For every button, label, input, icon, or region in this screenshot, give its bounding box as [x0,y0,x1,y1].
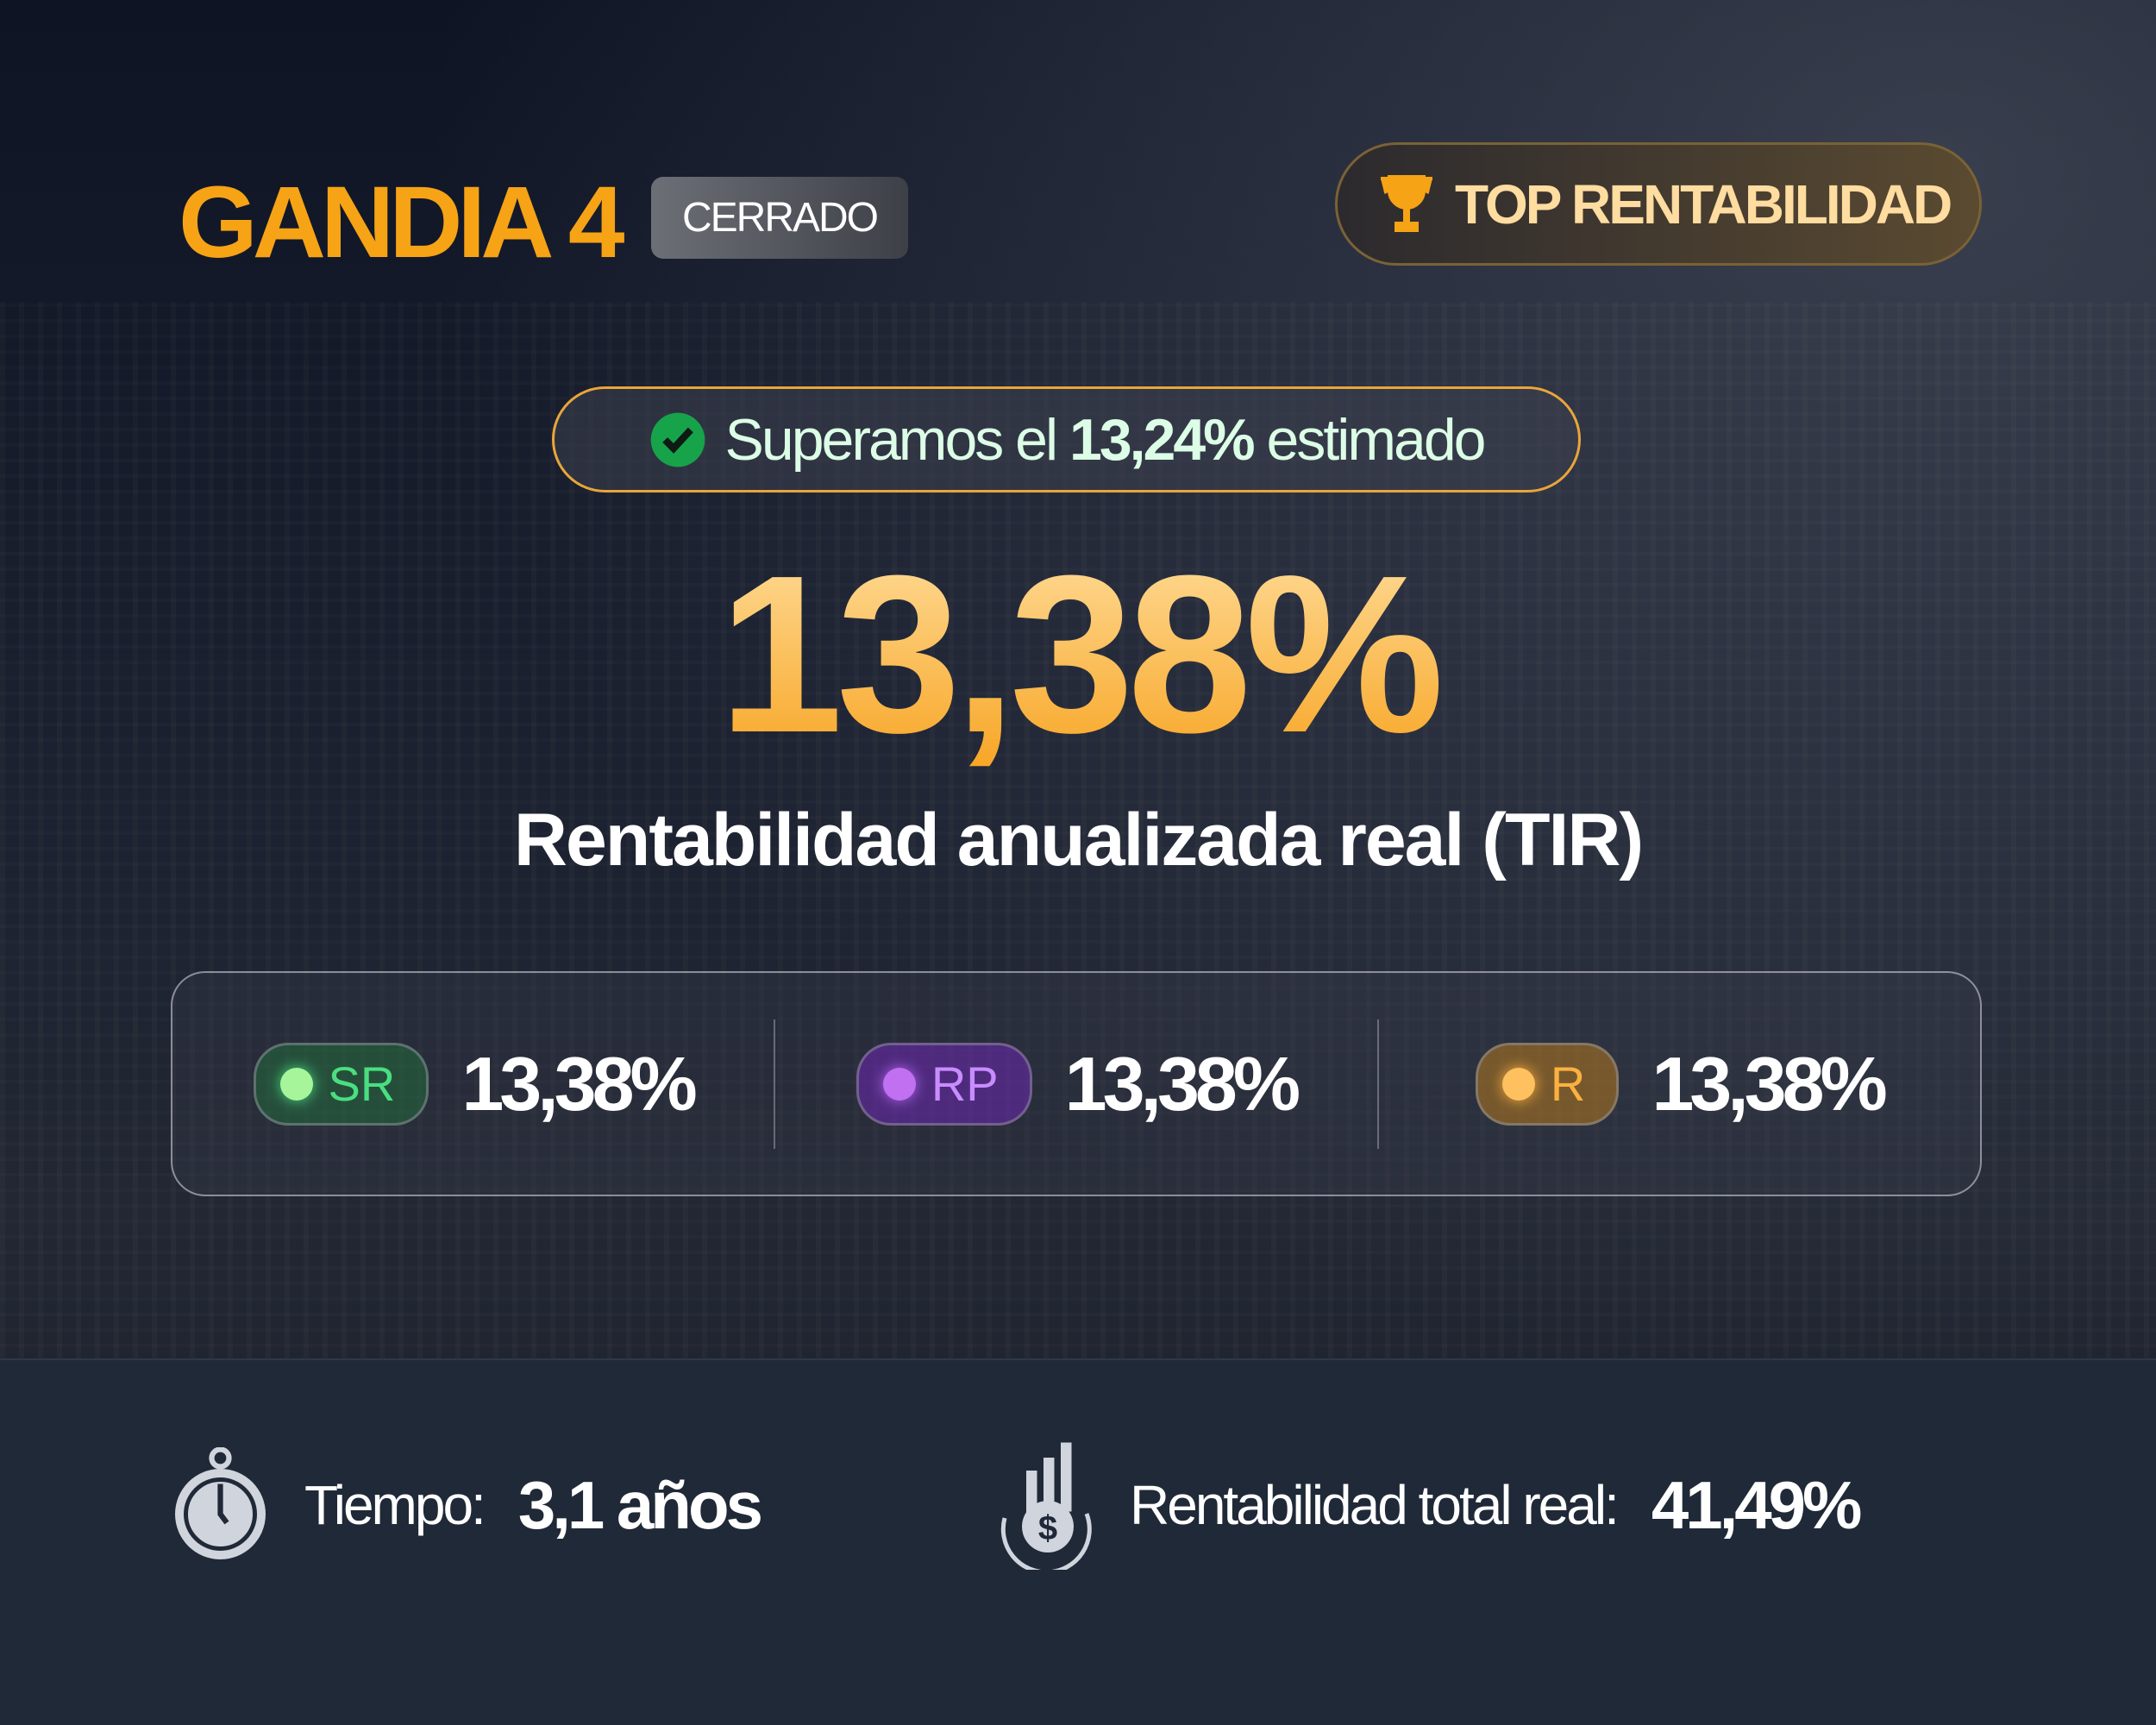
main-tir-value: 13,38% [0,526,2156,784]
tier-tag-label: RP [931,1057,999,1111]
total-return-stat: $ Rentabilidad total real: 41,49% [992,1442,1863,1570]
total-return-value: 41,49% [1651,1466,1863,1543]
tier-tag: R [1475,1042,1620,1126]
estimate-pill: Superamos el 13,24% estimado [552,386,1581,492]
time-value: 3,1 años [517,1466,763,1543]
divider [774,1019,776,1149]
estimate-suffix: estimado [1266,406,1487,473]
tier-panel: SR 13,38% RP 13,38% R 13,38% [171,971,1982,1196]
dot-icon [882,1067,916,1101]
svg-text:$: $ [1038,1509,1057,1547]
main-tir-label: Rentabilidad anualizada real (TIR) [513,799,1644,881]
tier-tag: SR [253,1042,429,1126]
tier-value: 13,38% [1064,1040,1300,1126]
time-stat: Tiempo: 3,1 años [171,1446,763,1561]
status-label: CERRADO [681,195,879,241]
project-title: GANDIA 4 [179,166,624,279]
time-label: Tiempo: [304,1474,486,1536]
top-rentabilidad-badge: TOP RENTABILIDAD [1335,142,1982,266]
estimate-value: 13,24% [1069,406,1256,473]
tier-tag-label: SR [328,1057,396,1111]
tier-tag-label: R [1550,1057,1586,1111]
total-return-label: Rentabilidad total real: [1130,1474,1620,1536]
divider [1376,1019,1379,1149]
dot-icon [1501,1067,1535,1101]
top-badge-label: TOP RENTABILIDAD [1455,172,1952,235]
tier-r: R 13,38% [1379,973,1980,1195]
check-circle-icon [650,412,705,467]
tier-value: 13,38% [1651,1040,1887,1126]
estimate-prefix: Superamos el [724,406,1059,473]
tier-sr: SR 13,38% [172,973,774,1195]
status-badge: CERRADO [651,177,908,259]
tier-tag: RP [856,1042,1032,1126]
tier-value: 13,38% [461,1040,697,1126]
footer-panel [0,1358,2156,1725]
trophy-icon [1381,174,1432,232]
dot-icon [279,1067,313,1101]
money-growth-icon: $ [1000,1442,1092,1570]
stopwatch-icon [175,1446,266,1559]
tier-rp: RP 13,38% [775,973,1376,1195]
